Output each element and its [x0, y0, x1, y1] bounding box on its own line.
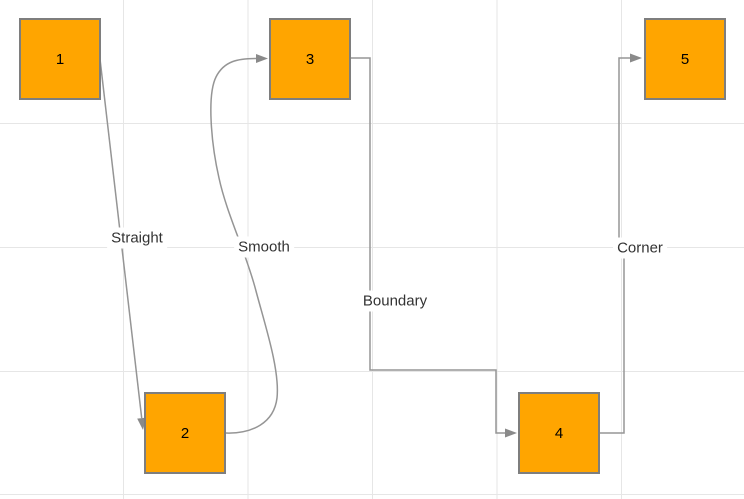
edge-label-smooth: Smooth — [234, 236, 294, 258]
node-2-shape[interactable] — [144, 392, 226, 474]
edge-label-corner: Corner — [613, 237, 667, 259]
arrowhead-icon — [630, 53, 642, 63]
node-3-label: 3 — [306, 51, 314, 68]
arrowhead-icon — [505, 428, 517, 438]
node-4[interactable]: 4 — [518, 392, 600, 474]
node-4-shape[interactable] — [518, 392, 600, 474]
node-5-label: 5 — [681, 51, 689, 68]
arrowhead-icon — [256, 54, 268, 63]
node-5-shape[interactable] — [644, 18, 726, 100]
edge-boundary[interactable] — [350, 57, 517, 438]
node-1-label: 1 — [56, 51, 64, 68]
node-2[interactable]: 2 — [144, 392, 226, 474]
node-2-label: 2 — [181, 425, 189, 442]
node-3[interactable]: 3 — [269, 18, 351, 100]
arrowhead-icon — [137, 417, 147, 430]
node-1[interactable]: 1 — [19, 18, 101, 100]
edge-label-straight: Straight — [107, 227, 167, 249]
nodes-layer: 1 2 3 4 5 — [19, 18, 726, 474]
node-1-shape[interactable] — [19, 18, 101, 100]
edge-label-boundary: Boundary — [358, 290, 432, 312]
edges-layer — [99, 53, 642, 438]
node-3-shape[interactable] — [269, 18, 351, 100]
node-5[interactable]: 5 — [644, 18, 726, 100]
node-4-label: 4 — [555, 425, 563, 442]
edge-boundary-line[interactable] — [350, 57, 505, 434]
